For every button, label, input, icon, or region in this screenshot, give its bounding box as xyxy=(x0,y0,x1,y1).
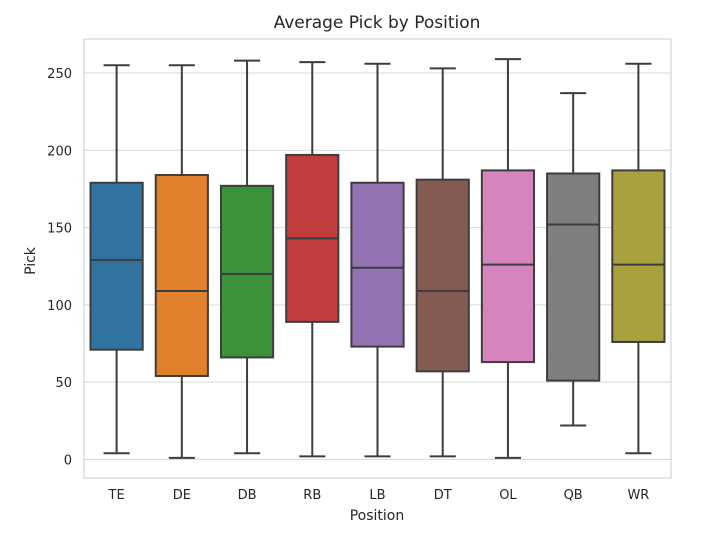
y-tick-label: 50 xyxy=(55,376,72,391)
box-wr xyxy=(611,62,666,455)
plot-area-frame xyxy=(83,38,672,479)
y-tick-label: 100 xyxy=(47,299,72,314)
iqr-box xyxy=(154,174,209,377)
boxes xyxy=(89,58,666,459)
x-tick-label: RB xyxy=(303,488,321,503)
box-lb xyxy=(350,62,405,458)
box-te xyxy=(89,64,144,455)
box-dt xyxy=(415,67,470,458)
x-tick-label: OL xyxy=(499,488,517,503)
x-tick-label: LB xyxy=(369,488,385,503)
box-rb xyxy=(285,61,340,458)
x-tick-label: TE xyxy=(108,488,125,503)
iqr-box xyxy=(480,169,536,364)
x-tick-label: QB xyxy=(564,488,583,503)
y-tick-label: 0 xyxy=(64,453,72,468)
x-tick-label: WR xyxy=(627,488,649,503)
y-tick-label: 200 xyxy=(47,144,72,159)
iqr-box xyxy=(219,184,275,359)
chart-title: Average Pick by Position xyxy=(274,13,481,33)
iqr-box xyxy=(546,172,601,382)
box-de xyxy=(154,64,209,459)
x-tick-label: DT xyxy=(434,488,452,503)
box-qb xyxy=(546,92,601,427)
y-tick-label: 250 xyxy=(47,67,72,82)
x-tick-label: DB xyxy=(238,488,257,503)
x-tick-label: DE xyxy=(173,488,191,503)
x-axis-label: Position xyxy=(350,508,405,524)
y-axis-tick-labels: 0 50 100 150 200 250 xyxy=(47,67,72,468)
iqr-box xyxy=(89,181,144,351)
x-axis-tick-labels: TE DE DB RB LB DT OL QB WR xyxy=(108,488,650,503)
y-axis-label: Pick xyxy=(23,246,39,275)
box-ol xyxy=(480,58,536,459)
y-tick-label: 150 xyxy=(47,222,72,237)
iqr-box xyxy=(415,178,470,373)
iqr-box xyxy=(350,181,405,348)
iqr-box xyxy=(611,169,666,343)
box-db xyxy=(219,59,275,455)
